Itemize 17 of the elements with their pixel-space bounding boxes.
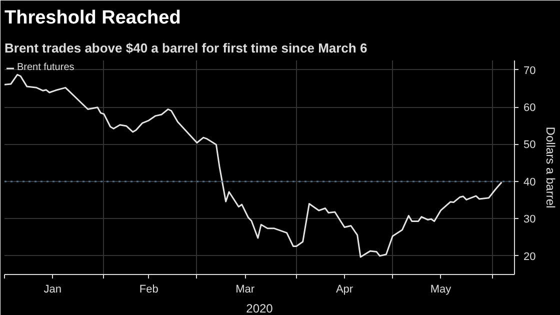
y-tick-label: 30: [524, 214, 536, 226]
x-tick-label: May: [430, 284, 452, 296]
x-axis-title: 2020: [246, 302, 274, 315]
y-tick-label: 40: [524, 176, 536, 188]
chart-subtitle: Brent trades above $40 a barrel for first time since March 6: [4, 40, 368, 56]
x-tick-label: Jan: [44, 284, 62, 296]
y-tick-label: 70: [524, 64, 536, 77]
x-tick-label: Apr: [336, 284, 354, 296]
legend-label: Brent futures: [17, 62, 74, 73]
y-tick-label: 50: [524, 139, 536, 152]
y-tick-label: 60: [524, 102, 536, 114]
x-tick-label: Feb: [139, 284, 158, 296]
y-axis-title: Dollars a barrel: [544, 126, 558, 208]
y-tick-label: 20: [524, 250, 536, 263]
line-series: [4, 74, 502, 258]
x-tick-label: Mar: [236, 284, 255, 296]
chart-title: Threshold Reached: [4, 8, 181, 28]
